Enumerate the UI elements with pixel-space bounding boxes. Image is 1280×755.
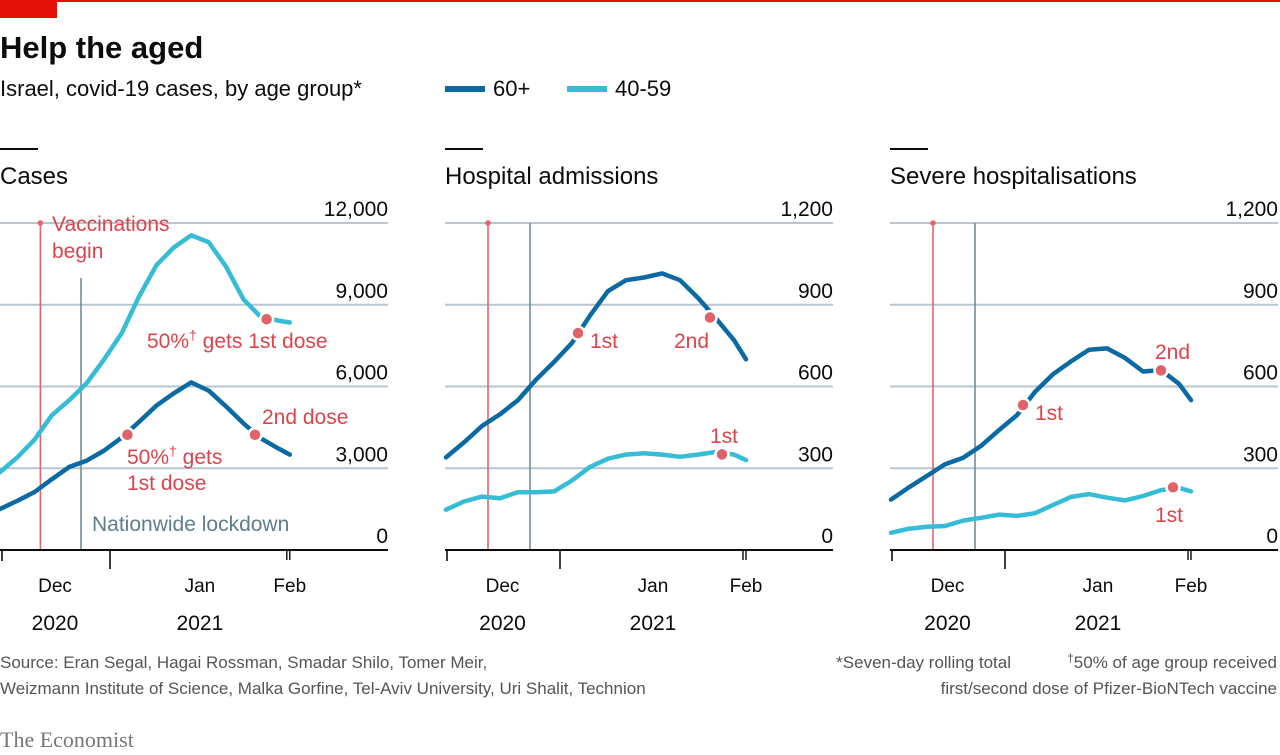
y-tick-label: 12,000 [324, 198, 388, 221]
x-tick-label: Feb [1175, 576, 1208, 597]
y-tick-label: 600 [1243, 362, 1278, 385]
footnote-seven-day: *Seven-day rolling total [836, 653, 1011, 672]
dose-marker [119, 426, 136, 443]
panel-title: Hospital admissions [445, 163, 658, 190]
y-tick-label: 300 [798, 443, 833, 466]
y-tick-label: 6,000 [335, 362, 388, 385]
panel-1: Cases 0 3,000 6,000 9,000 12,000 Dec Jan Feb 2020… [0, 148, 388, 635]
dose-marker [714, 446, 730, 463]
vaccinations-begin-marker [930, 220, 936, 226]
footnote-dose: †50% of age group received [1067, 651, 1277, 672]
y-tick-label: 900 [1243, 280, 1278, 303]
chart-subtitle: Israel, covid-19 cases, by age group* [0, 76, 362, 101]
x-tick-label: Dec [486, 576, 520, 597]
x-tick-label: Feb [730, 576, 763, 597]
series-line-40-59 [443, 449, 749, 512]
y-tick-label: 0 [821, 525, 833, 548]
x-tick-label: Dec [931, 576, 965, 597]
dose-marker [1015, 397, 1031, 413]
source-line-2: Weizmann Institute of Science, Malka Gor… [0, 679, 646, 698]
annotation-nationwide-lockdown: Nationwide lockdown [92, 513, 289, 536]
chart-title: Help the aged [0, 30, 203, 65]
panel-title-rule [445, 148, 483, 150]
top-rule [0, 0, 1280, 2]
brand-tag [0, 0, 57, 18]
annotation-vaccinations-begin-line1: Vaccinations [52, 213, 170, 236]
panel-title-rule [890, 148, 928, 150]
series-line-60plus [888, 346, 1194, 502]
series-line-60plus [0, 380, 293, 512]
y-tick-label: 1,200 [780, 198, 833, 221]
annotation-hosp-40-59-first: 1st [710, 425, 738, 448]
panel-title: Cases [0, 163, 68, 190]
x-tick-label: Dec [38, 576, 72, 597]
y-tick-label: 600 [798, 362, 833, 385]
x-year-label: 2021 [177, 612, 224, 635]
economist-logo: The Economist [0, 727, 134, 752]
panel-title: Severe hospitalisations [890, 163, 1137, 190]
y-tick-label: 3,000 [335, 443, 388, 466]
dose-marker [247, 426, 263, 443]
footnote-dose-line2: first/second dose of Pfizer-BioNTech vac… [941, 679, 1277, 698]
panel-title-rule [0, 148, 38, 150]
x-year-label: 2021 [630, 612, 677, 635]
vaccinations-begin-marker [37, 220, 44, 226]
panel-2: Hospital admissions 0 300 600 900 1,200 Dec Jan… [443, 148, 833, 635]
y-tick-label: 900 [798, 280, 833, 303]
annotation-60plus-first-dose-line2: 1st dose [127, 472, 206, 495]
series-line-60plus [443, 271, 749, 460]
annotation-severe-40-59-first: 1st [1155, 504, 1183, 527]
y-tick-label: 1,200 [1225, 198, 1278, 221]
annotation-vaccinations-begin-line2: begin [52, 240, 103, 263]
x-tick-label: Feb [273, 576, 306, 597]
dose-marker [1153, 362, 1169, 379]
x-year-label: 2020 [924, 612, 971, 635]
x-year-label: 2021 [1075, 612, 1122, 635]
y-tick-label: 0 [1266, 525, 1278, 548]
legend-swatch-60plus [445, 86, 485, 92]
dose-marker [1165, 479, 1181, 496]
y-tick-label: 0 [376, 525, 388, 548]
series-line-40-59 [888, 485, 1194, 536]
annotation-60plus-first-dose-line1: 50%† gets [127, 443, 222, 469]
source-line-1: Source: Eran Segal, Hagai Rossman, Smada… [0, 653, 487, 672]
x-year-label: 2020 [32, 612, 79, 635]
annotation-hosp-60plus-first: 1st [590, 330, 618, 353]
annotation-severe-60plus-second: 2nd [1155, 341, 1190, 364]
panel-3: Severe hospitalisations 0 300 600 900 1,200 De… [888, 148, 1278, 635]
x-tick-label: Jan [185, 576, 216, 597]
dose-marker [258, 311, 275, 327]
legend-label-60plus: 60+ [493, 76, 530, 101]
legend-label-40-59: 40-59 [615, 76, 671, 101]
x-tick-label: Jan [638, 576, 669, 597]
dose-marker [570, 325, 586, 341]
x-year-label: 2020 [479, 612, 526, 635]
legend-swatch-40-59 [567, 86, 607, 92]
y-tick-label: 9,000 [335, 280, 388, 303]
x-tick-label: Jan [1083, 576, 1114, 597]
annotation-hosp-60plus-second: 2nd [674, 330, 709, 353]
annotation-severe-60plus-first: 1st [1035, 402, 1063, 425]
dose-marker [702, 309, 718, 326]
annotation-60plus-second-dose: 2nd dose [262, 406, 348, 429]
series-line-40-59 [0, 233, 293, 475]
legend: 60+ 40-59 [445, 76, 671, 101]
y-tick-label: 300 [1243, 443, 1278, 466]
vaccinations-begin-marker [485, 220, 491, 226]
annotation-40-59-first-dose: 50%† gets 1st dose [147, 327, 328, 353]
